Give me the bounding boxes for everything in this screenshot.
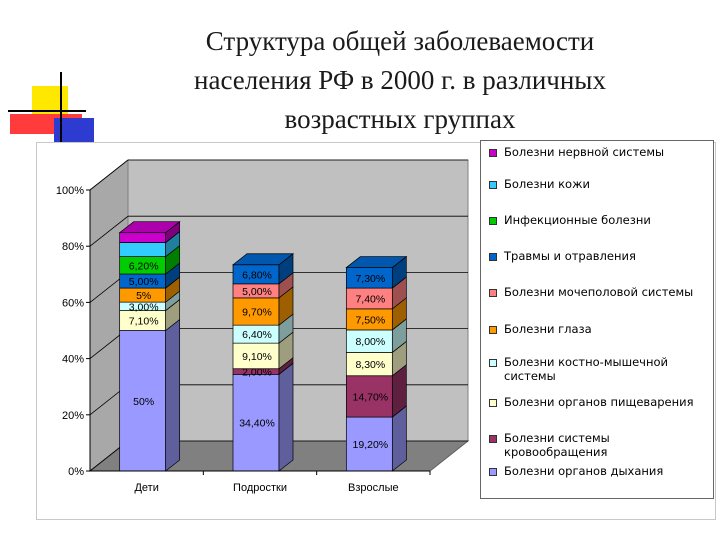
bar-segment-front bbox=[232, 342, 280, 370]
data-label: 7,10% bbox=[129, 316, 159, 328]
gridline-side bbox=[89, 215, 129, 247]
title-line-1: Структура общей заболеваемости bbox=[205, 26, 595, 56]
y-tick-label: 100% bbox=[56, 185, 84, 197]
legend-swatch bbox=[489, 253, 497, 261]
legend-swatch bbox=[489, 181, 497, 189]
y-tick-label: 20% bbox=[62, 410, 84, 422]
legend-label: Болезни костно-мышечной системы bbox=[504, 355, 668, 383]
legend-label: Болезни нервной системы bbox=[504, 145, 665, 159]
bar-segment: 9,70% bbox=[232, 286, 294, 326]
y-tick-label: 0% bbox=[68, 466, 84, 478]
data-label: 5,00% bbox=[242, 286, 272, 298]
bar-segment: 5,00% bbox=[232, 272, 294, 299]
bar-segment: 50% bbox=[119, 318, 181, 472]
bar-segment-front bbox=[119, 242, 167, 257]
bar-segment: 14,70% bbox=[345, 364, 407, 418]
x-tick-label: Подростки bbox=[233, 482, 287, 494]
bar-segment: 19,20% bbox=[345, 405, 407, 472]
data-label: 9,70% bbox=[242, 307, 272, 319]
bar-segment: 5% bbox=[119, 276, 181, 303]
legend-label: Инфекционные болезни bbox=[504, 213, 651, 227]
legend-label: Болезни системы кровообращения bbox=[504, 431, 610, 459]
data-label: 6,40% bbox=[242, 329, 272, 341]
x-axis: Дети Подростки Взрослые bbox=[90, 470, 431, 494]
legend-swatch bbox=[489, 399, 497, 407]
data-label: 2,00% bbox=[242, 367, 272, 379]
data-label: 50% bbox=[133, 396, 154, 408]
data-label: 7,30% bbox=[355, 273, 385, 285]
x-tick-label: Дети bbox=[134, 482, 158, 494]
gridline-side bbox=[89, 159, 129, 191]
bar-segment: 9,10% bbox=[232, 331, 294, 370]
data-label: 6,80% bbox=[242, 269, 272, 281]
bar-segment-side bbox=[165, 318, 181, 472]
data-label: 19,20% bbox=[353, 439, 389, 451]
decor-vertical-line bbox=[60, 72, 62, 152]
data-label: 7,50% bbox=[355, 314, 385, 326]
legend-label: Болезни глаза bbox=[504, 322, 592, 336]
data-label: 9,10% bbox=[242, 351, 272, 363]
legend-swatch bbox=[489, 435, 497, 443]
chart-legend: Болезни нервной системы Болезни кожи Инфек… bbox=[480, 140, 714, 499]
bar-segment-front bbox=[119, 330, 167, 472]
legend-swatch bbox=[489, 149, 497, 157]
bar-segment-front bbox=[232, 373, 280, 472]
bar-segment: 6,20% bbox=[119, 244, 181, 275]
bar-segment bbox=[119, 230, 181, 258]
bar-segment-front bbox=[345, 375, 393, 418]
bar-segment-side bbox=[278, 362, 294, 472]
y-tick-label: 60% bbox=[62, 297, 84, 309]
x-tick-label: Взрослые bbox=[348, 482, 399, 494]
y-tick-label: 80% bbox=[62, 241, 84, 253]
bar-segment: 3,00% bbox=[119, 290, 181, 313]
bar-segment bbox=[118, 220, 181, 244]
bars: 50% 7,10% 3,00%5% 5,00% 6,20% 34,40% 2,00% 9,10… bbox=[118, 220, 408, 472]
title-line-2: населения РФ в 2000 г. в различных bbox=[194, 65, 606, 95]
data-label: 34,40% bbox=[239, 418, 275, 430]
legend-label: Болезни кожи bbox=[504, 177, 590, 191]
y-axis: 0% 20% 40% 60% 80% 100% bbox=[56, 185, 91, 478]
legend-swatch bbox=[489, 326, 497, 334]
data-label: 8,30% bbox=[355, 359, 385, 371]
data-label: 6,20% bbox=[129, 260, 159, 272]
data-label: 7,40% bbox=[355, 293, 385, 305]
data-label: 8,00% bbox=[355, 336, 385, 348]
legend-swatch bbox=[489, 468, 497, 476]
bar-segment: 7,30% bbox=[345, 255, 408, 289]
bar-segment: 7,10% bbox=[119, 298, 181, 332]
bar-segment: 8,00% bbox=[345, 318, 407, 354]
data-label: 3,00% bbox=[129, 301, 159, 313]
data-label: 14,70% bbox=[353, 391, 389, 403]
legend-label: Болезни органов пищеварения bbox=[504, 395, 694, 409]
legend-label: Болезни органов дыхания bbox=[504, 464, 664, 478]
bar-segment: 34,40% bbox=[232, 362, 294, 472]
bar-segment-top bbox=[118, 221, 181, 234]
data-label: 5% bbox=[136, 290, 151, 302]
slide-title: Структура общей заболеваемости населения… bbox=[120, 22, 680, 139]
bar-segment: 7,50% bbox=[345, 297, 407, 331]
bar-segment: 6,80% bbox=[231, 253, 295, 285]
legend-swatch bbox=[489, 289, 497, 297]
legend-label: Травмы и отравления bbox=[504, 249, 636, 263]
y-tick-label: 40% bbox=[62, 354, 84, 366]
bar-segment: 5,00% bbox=[119, 262, 181, 289]
legend-label: Болезни мочеполовой системы bbox=[504, 285, 694, 299]
legend-swatch bbox=[489, 217, 497, 225]
decor-horizontal-line bbox=[8, 110, 86, 112]
bar-segment: 7,40% bbox=[345, 276, 407, 310]
bar-segment-top bbox=[345, 256, 408, 268]
bar-segment-top bbox=[231, 253, 295, 266]
data-label: 5,00% bbox=[129, 276, 159, 288]
legend-swatch bbox=[489, 359, 497, 367]
title-line-3: возрастных группах bbox=[284, 104, 516, 134]
bar-segment-front bbox=[119, 232, 167, 243]
